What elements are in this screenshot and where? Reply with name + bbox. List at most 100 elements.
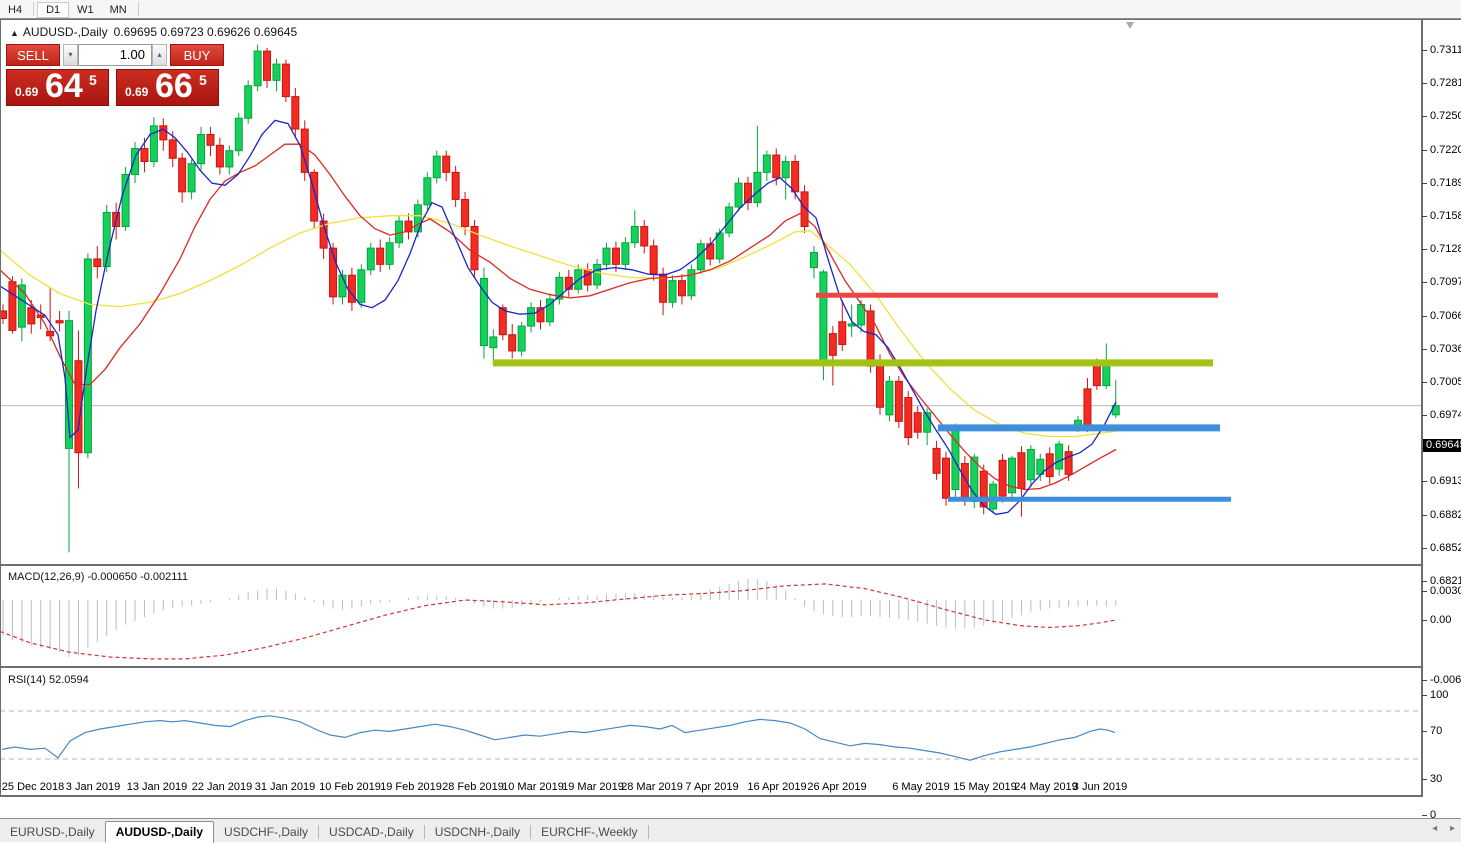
trade-panel-top-row: SELL ▾ 1.00 ▴ BUY [6, 44, 224, 66]
candle-body [894, 380, 903, 422]
ma-fast-line [0, 119, 1117, 516]
rsi-axis-tick [1422, 815, 1427, 816]
scale-divider [1421, 20, 1423, 797]
price-axis-tick [1422, 514, 1427, 516]
candle-body [234, 117, 243, 152]
macd-axis-label: 0.003035 [1430, 585, 1461, 597]
candle-body [611, 247, 620, 265]
candle-body [395, 220, 404, 244]
tab-separator [647, 824, 649, 839]
volume-decrement-icon[interactable]: ▾ [63, 44, 78, 66]
symbol-tab-usdchf-daily[interactable]: USDCHF-,Daily [224, 825, 309, 839]
macd-indicator-chart [0, 579, 1117, 660]
trade-panel-collapse-icon[interactable]: ▲ [10, 28, 19, 38]
candle-body [875, 361, 884, 408]
candle-body [272, 63, 281, 81]
candle-body [74, 360, 83, 454]
candle-body [225, 150, 234, 168]
date-axis-label: 3 Jan 2019 [65, 781, 121, 793]
candle-body [809, 251, 818, 269]
date-axis-label: 31 Jan 2019 [254, 781, 316, 793]
price-axis-tick [1422, 182, 1427, 184]
date-axis[interactable]: 25 Dec 2018 3 Jan 2019 13 Jan 2019 22 Jan 2… [0, 777, 1461, 798]
candle-body [508, 334, 517, 352]
symbol-tab-bar: EURUSD-,Daily AUDUSD-,Daily USDCHF-,Daily U… [0, 818, 1461, 843]
candle-body [1008, 457, 1017, 494]
candle-body [772, 154, 781, 179]
ma-medium-line [0, 143, 1117, 491]
window-left-border [0, 20, 1, 797]
macd-axis-tick [1422, 591, 1427, 592]
panel-divider [0, 19, 1461, 20]
candle-body [989, 483, 998, 510]
timeframe-button-w1[interactable]: W1 [77, 4, 94, 16]
candle-body [498, 307, 507, 336]
chart-ohlc-values: 0.69695 0.69723 0.69626 0.69645 [113, 25, 298, 39]
candle-body [630, 225, 639, 244]
volume-input[interactable]: 1.00 [78, 44, 152, 66]
price-axis-label: 0.68825 [1430, 508, 1461, 521]
price-axis-label: 0.69745 [1430, 409, 1461, 422]
candle-body [215, 144, 224, 168]
symbol-tab-eurchf-weekly[interactable]: EURCHF-,Weekly [541, 825, 638, 839]
price-axis-tick [1422, 282, 1427, 284]
sell-button[interactable]: SELL [6, 44, 60, 66]
date-axis-label: 24 May 2019 [1014, 781, 1078, 793]
candle-body [451, 171, 460, 200]
candle-body [885, 380, 894, 416]
candle-body [734, 182, 743, 208]
price-axis-tick [1422, 348, 1427, 350]
toolbar-separator [33, 1, 35, 16]
rsi-axis-label: 100 [1430, 689, 1449, 701]
price-axis-label: 0.73115 [1430, 44, 1461, 56]
candle-body [743, 182, 752, 204]
candle-body [725, 206, 734, 234]
symbol-tab-usdcad-daily[interactable]: USDCAD-,Daily [329, 825, 414, 839]
candle-body [178, 157, 187, 193]
rsi-label: RSI(14) 52.0594 [8, 674, 89, 686]
date-axis-label: 28 Feb 2019 [442, 781, 504, 793]
candle-body [904, 397, 913, 439]
timeframe-button-h4[interactable]: H4 [8, 4, 23, 16]
buy-button[interactable]: BUY [170, 44, 224, 66]
volume-increment-icon[interactable]: ▴ [152, 44, 167, 66]
timeframe-button-d1[interactable]: D1 [37, 2, 70, 18]
candle-body [168, 139, 177, 159]
tab-scroll-right-icon[interactable]: ▸ [1449, 823, 1455, 834]
chart-window: ▲ AUDUSD-,Daily 0.69695 0.69723 0.69626 0.… [0, 20, 1461, 797]
rsi-axis-tick [1422, 779, 1427, 780]
buy-price-button[interactable]: 0.69 66 5 [116, 67, 219, 106]
date-axis-label: 19 Mar 2019 [562, 781, 624, 793]
price-axis-tick [1422, 547, 1427, 549]
symbol-tab-usdcnh-daily[interactable]: USDCNH-,Daily [434, 825, 521, 839]
tab-scroll-left-icon[interactable]: ◂ [1432, 823, 1438, 834]
candle-body [423, 177, 432, 206]
tab-separator [423, 824, 425, 839]
candle-body [593, 263, 602, 286]
candle-body [413, 204, 422, 233]
candle-body [197, 133, 206, 165]
price-axis-tick [1422, 581, 1427, 582]
candle-body [281, 63, 290, 98]
sell-price-button[interactable]: 0.69 64 5 [6, 67, 109, 106]
date-axis-label: 28 Mar 2019 [621, 781, 683, 793]
date-axis-label: 10 Feb 2019 [319, 781, 381, 793]
symbol-tab-eurusd-daily[interactable]: EURUSD-,Daily [10, 825, 95, 839]
candle-body [329, 247, 338, 298]
candle-body [159, 125, 168, 141]
symbol-tab-audusd-daily[interactable]: AUDUSD-,Daily [104, 821, 215, 843]
date-axis-label: 3 Jun 2019 [1072, 781, 1128, 793]
price-axis-tick [1422, 381, 1427, 383]
price-axis-tick [1422, 315, 1427, 317]
timeframe-button-mn[interactable]: MN [109, 4, 127, 16]
buy-price-point: 5 [199, 72, 207, 88]
candle-body [828, 333, 837, 356]
sell-price-point: 5 [89, 72, 97, 88]
candle-body [102, 211, 111, 268]
candle-body [187, 163, 196, 193]
